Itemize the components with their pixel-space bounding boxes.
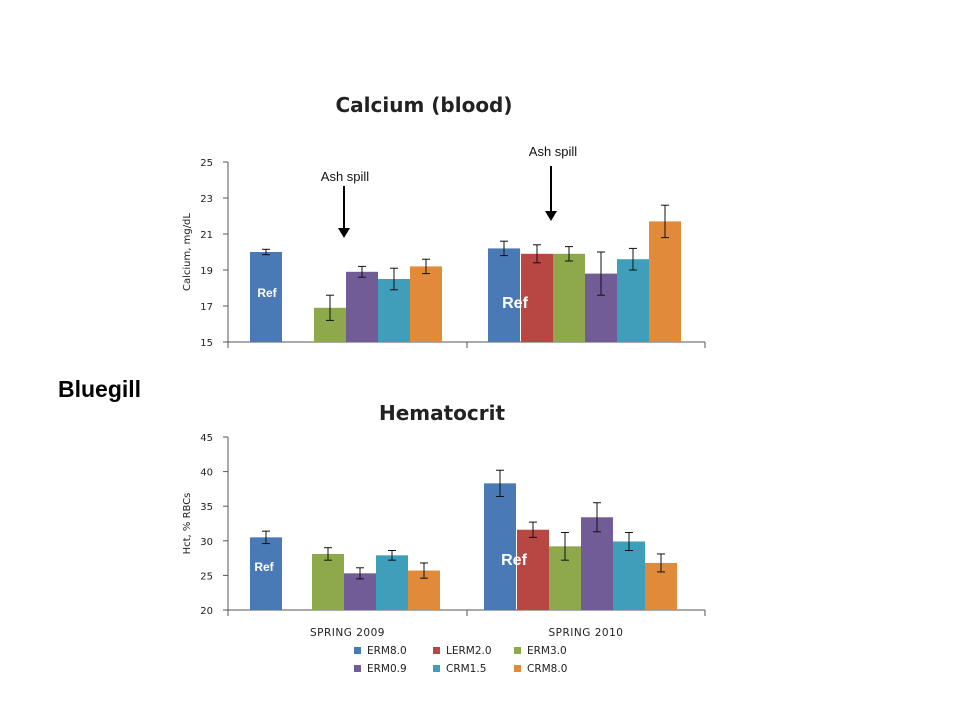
y-tick-label: 40 xyxy=(200,468,213,479)
legend-entry: ERM0.9 xyxy=(367,663,407,675)
ref-label: Ref xyxy=(254,560,274,574)
bar xyxy=(484,483,516,610)
bar xyxy=(488,248,520,342)
bar xyxy=(581,517,613,610)
species-label: Bluegill xyxy=(58,376,142,402)
y-tick-label: 21 xyxy=(200,230,213,241)
bar xyxy=(617,259,649,342)
bar xyxy=(344,573,376,610)
bar xyxy=(553,253,585,342)
y-tick-label: 17 xyxy=(200,302,213,313)
y-tick-label: 35 xyxy=(200,502,213,513)
bar xyxy=(312,553,344,610)
y-tick-label: 30 xyxy=(200,537,213,548)
legend-entry: ERM8.0 xyxy=(367,645,407,657)
annotation-arrow-head xyxy=(338,228,350,238)
y-tick-label: 19 xyxy=(200,266,213,277)
y-tick-label: 45 xyxy=(200,433,213,444)
chart-title: Calcium (blood) xyxy=(335,93,512,117)
ref-label: Ref xyxy=(501,552,527,569)
annotation-label: Ash spill xyxy=(321,169,370,184)
annotation-arrow-head xyxy=(545,211,557,221)
bar xyxy=(649,221,681,342)
x-category-label: SPRING 2009 xyxy=(310,627,385,639)
y-axis-label: Hct, % RBCs xyxy=(182,493,193,555)
legend-entry: CRM1.5 xyxy=(446,663,486,675)
legend-entry: CRM8.0 xyxy=(527,663,567,675)
legend-swatch xyxy=(433,665,440,672)
bar xyxy=(410,266,442,342)
chart-title: Hematocrit xyxy=(379,401,506,425)
x-category-label: SPRING 2010 xyxy=(549,627,624,639)
bar xyxy=(250,537,282,610)
bar xyxy=(250,252,282,342)
legend-swatch xyxy=(514,647,521,654)
legend-swatch xyxy=(354,647,361,654)
y-tick-label: 25 xyxy=(200,158,213,169)
annotation-label: Ash spill xyxy=(529,144,578,159)
y-tick-label: 15 xyxy=(200,338,213,349)
y-tick-label: 23 xyxy=(200,194,213,205)
legend-swatch xyxy=(354,665,361,672)
ref-label: Ref xyxy=(502,295,528,312)
bar xyxy=(376,555,408,610)
y-tick-label: 25 xyxy=(200,571,213,582)
legend-swatch xyxy=(514,665,521,672)
legend-entry: ERM3.0 xyxy=(527,645,567,657)
bar xyxy=(521,253,553,342)
legend-swatch xyxy=(433,647,440,654)
bar xyxy=(517,529,549,610)
legend-entry: LERM2.0 xyxy=(446,645,492,657)
y-axis-label: Calcium, mg/dL xyxy=(182,213,193,291)
ref-label: Ref xyxy=(257,286,277,300)
y-tick-label: 20 xyxy=(200,606,213,617)
bar xyxy=(613,541,645,610)
bar xyxy=(346,271,378,342)
